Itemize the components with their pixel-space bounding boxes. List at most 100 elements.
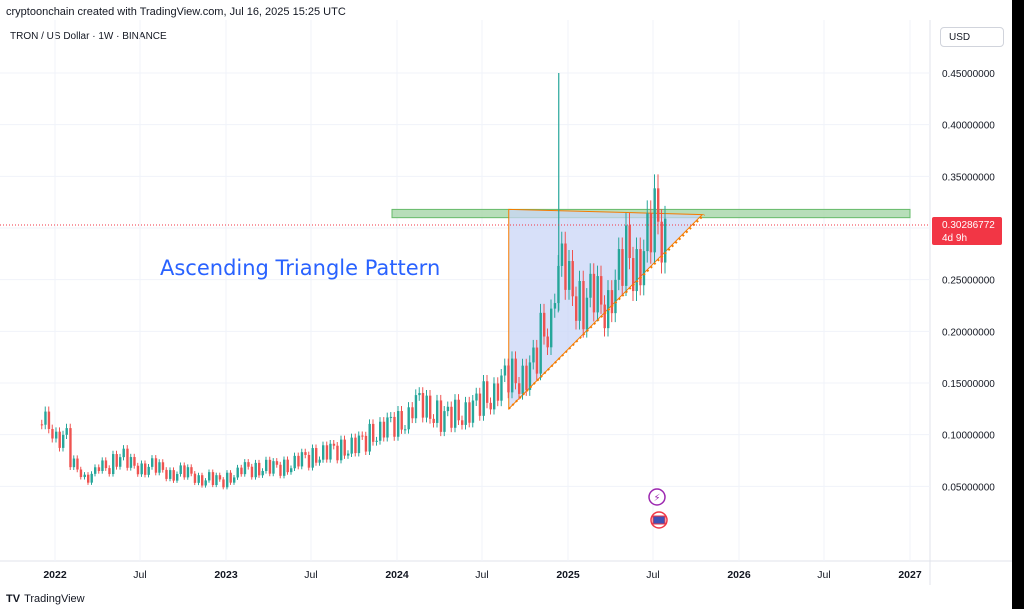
candle-body bbox=[582, 280, 585, 330]
candle-body bbox=[297, 455, 300, 467]
candle-body bbox=[154, 458, 158, 473]
candle-body bbox=[521, 365, 524, 394]
candle-body bbox=[318, 459, 321, 463]
chart-credit: cryptoonchain created with TradingView.c… bbox=[6, 6, 346, 18]
candle-body bbox=[90, 473, 93, 483]
x-tick-label: 2027 bbox=[898, 569, 922, 581]
candle-body bbox=[482, 381, 485, 416]
candle-body bbox=[226, 472, 229, 488]
candle-body bbox=[660, 221, 663, 263]
candle-body bbox=[254, 462, 257, 478]
candle-body bbox=[496, 383, 500, 401]
candle-body bbox=[129, 457, 133, 468]
candle-body bbox=[432, 418, 435, 423]
candle-body bbox=[332, 443, 336, 446]
candle-body bbox=[400, 411, 403, 430]
candle-body bbox=[104, 460, 108, 469]
candle-body bbox=[507, 365, 510, 393]
candle-body bbox=[614, 279, 617, 314]
candle-body bbox=[44, 411, 47, 425]
candle-body bbox=[55, 431, 58, 439]
candle-body bbox=[347, 453, 350, 456]
candle-body bbox=[101, 460, 104, 472]
candle-body bbox=[368, 423, 371, 452]
candle-body bbox=[79, 469, 83, 478]
candle-body bbox=[172, 470, 175, 481]
candle-body bbox=[115, 454, 118, 467]
candle-body bbox=[653, 188, 656, 253]
y-tick-label: 0.35000000 bbox=[942, 172, 995, 183]
candle-body bbox=[372, 423, 375, 442]
candle-body bbox=[325, 445, 329, 460]
x-tick-label: 2024 bbox=[385, 569, 409, 581]
candle-body bbox=[176, 474, 179, 481]
candle-body bbox=[236, 467, 239, 478]
candle-body bbox=[65, 428, 68, 435]
y-tick-label: 0.15000000 bbox=[942, 379, 995, 390]
price-badge-group: 0.30286772 4d 9h bbox=[0, 217, 1002, 246]
candle-body bbox=[211, 472, 215, 486]
candle-body bbox=[354, 437, 357, 454]
x-tick-label: 2023 bbox=[214, 569, 238, 581]
candle-body bbox=[518, 383, 521, 394]
price-axis: 0.450000000.400000000.350000000.30000000… bbox=[942, 69, 995, 493]
candle-body bbox=[500, 375, 503, 401]
candle-body bbox=[664, 218, 667, 263]
candle-body bbox=[457, 399, 460, 421]
candle-body bbox=[329, 443, 332, 460]
candle-body bbox=[578, 280, 581, 321]
candle-body bbox=[454, 399, 457, 428]
scrollbar[interactable] bbox=[1012, 0, 1024, 609]
candle-body bbox=[632, 258, 635, 292]
candle-body bbox=[617, 249, 621, 280]
candle-body bbox=[204, 480, 207, 486]
candle-body bbox=[261, 470, 264, 476]
candle-body bbox=[386, 417, 389, 438]
candle-body bbox=[240, 467, 243, 475]
candle-body bbox=[625, 225, 628, 286]
candle-body bbox=[76, 458, 79, 470]
candle-body bbox=[311, 448, 314, 468]
tradingview-label: TradingView bbox=[24, 593, 85, 605]
candle-body bbox=[471, 400, 475, 423]
currency-button[interactable]: USD bbox=[940, 27, 1004, 47]
x-tick-label: Jul bbox=[646, 569, 659, 581]
x-tick-label: 2026 bbox=[727, 569, 751, 581]
candle-body bbox=[646, 213, 649, 252]
candle-body bbox=[443, 411, 446, 432]
candle-body bbox=[375, 440, 378, 442]
candle-body bbox=[464, 402, 467, 425]
candle-body bbox=[550, 308, 553, 348]
candle-body bbox=[108, 468, 111, 475]
candle-body bbox=[126, 448, 129, 468]
y-tick-label: 0.45000000 bbox=[942, 69, 995, 80]
candle-body bbox=[122, 448, 125, 458]
candle-body bbox=[560, 243, 564, 266]
candle-body bbox=[293, 455, 296, 469]
candle-body bbox=[357, 435, 361, 454]
candle-body bbox=[539, 312, 542, 374]
candle-body bbox=[642, 251, 646, 286]
candle-body bbox=[208, 472, 211, 481]
candle-body bbox=[621, 249, 624, 286]
candle-body bbox=[161, 462, 165, 470]
candle-body bbox=[610, 290, 614, 314]
candle-body bbox=[425, 395, 428, 418]
candle-body bbox=[350, 437, 353, 454]
y-tick-label: 0.20000000 bbox=[942, 327, 995, 338]
candle-body bbox=[553, 303, 557, 309]
candle-body bbox=[133, 457, 136, 466]
candle-body bbox=[514, 358, 517, 384]
candle-body bbox=[575, 296, 578, 321]
candle-body bbox=[628, 225, 631, 259]
candle-body bbox=[179, 465, 182, 475]
x-tick-label: Jul bbox=[133, 569, 146, 581]
candle-body bbox=[144, 463, 147, 475]
candle-body bbox=[393, 416, 396, 437]
tradingview-brand[interactable]: TV TradingView bbox=[6, 593, 85, 605]
candle-body bbox=[543, 312, 546, 337]
candle-body bbox=[243, 462, 247, 475]
candle-body bbox=[532, 347, 535, 363]
